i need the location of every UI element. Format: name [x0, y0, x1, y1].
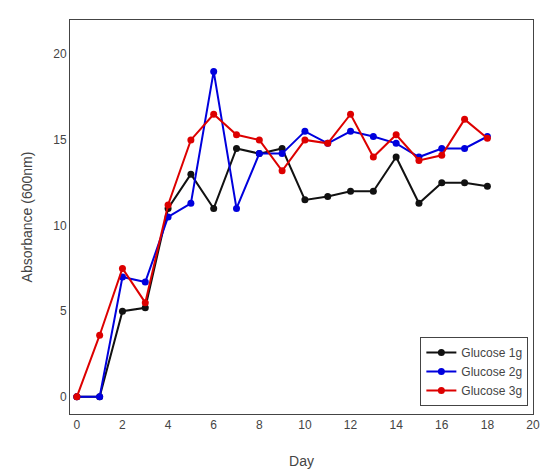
svg-text:15: 15 — [53, 133, 67, 147]
svg-text:Glucose 1g: Glucose 1g — [461, 346, 522, 360]
svg-text:6: 6 — [210, 418, 217, 432]
svg-text:Day: Day — [289, 453, 314, 469]
svg-text:10: 10 — [53, 219, 67, 233]
svg-text:10: 10 — [298, 418, 312, 432]
svg-text:8: 8 — [256, 418, 263, 432]
svg-text:Glucose 2g: Glucose 2g — [461, 365, 522, 379]
svg-text:0: 0 — [60, 390, 67, 404]
svg-text:20: 20 — [526, 418, 540, 432]
svg-text:14: 14 — [389, 418, 403, 432]
svg-text:20: 20 — [53, 47, 67, 61]
svg-text:4: 4 — [165, 418, 172, 432]
svg-text:16: 16 — [435, 418, 449, 432]
svg-text:5: 5 — [60, 304, 67, 318]
svg-text:Glucose 3g: Glucose 3g — [461, 384, 522, 398]
svg-text:2: 2 — [119, 418, 126, 432]
svg-text:18: 18 — [481, 418, 495, 432]
svg-text:0: 0 — [73, 418, 80, 432]
svg-text:Absorbance (600nm): Absorbance (600nm) — [19, 152, 35, 283]
svg-text:12: 12 — [344, 418, 358, 432]
